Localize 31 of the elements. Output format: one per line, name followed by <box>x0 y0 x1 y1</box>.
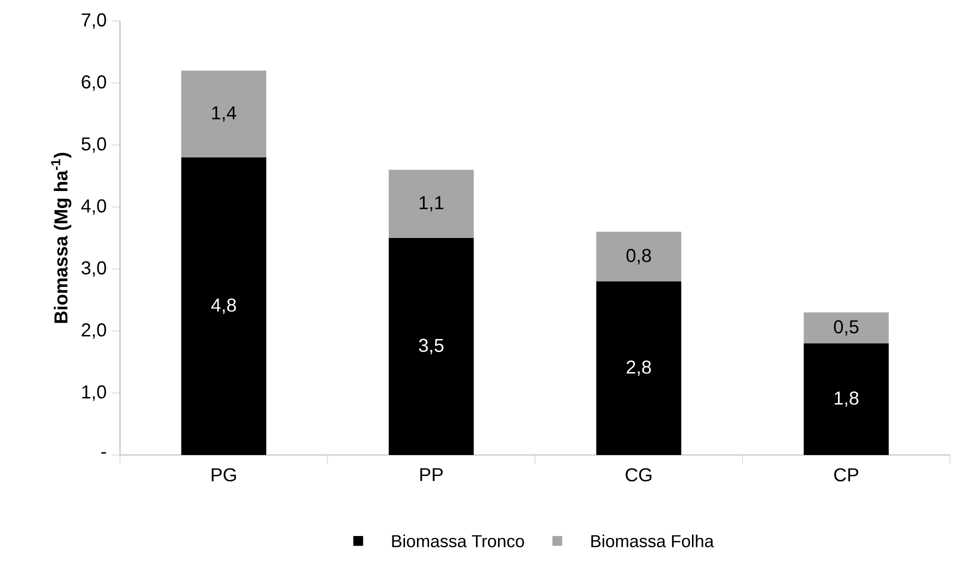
bar <box>181 70 266 158</box>
bar <box>804 312 889 344</box>
y-tick-label: 3,0 <box>82 261 106 277</box>
bar <box>804 343 889 455</box>
y-tick-label: 6,0 <box>82 75 106 91</box>
bar <box>388 238 474 455</box>
bar <box>181 157 266 455</box>
x-tick-label: CG <box>626 468 652 482</box>
data-label: 0,5 <box>834 320 858 336</box>
x-tick-label: PP <box>420 468 443 482</box>
bar <box>596 281 682 455</box>
data-label: 1,1 <box>420 196 444 212</box>
bar <box>596 232 682 282</box>
legend-label: Biomassa Folha <box>591 534 714 548</box>
y-tick-label: 2,0 <box>82 323 106 339</box>
x-tick-label: CP <box>834 468 858 482</box>
y-axis-title: Biomassa (Mg ha$^{-1}$) <box>51 152 72 323</box>
data-label: 3,5 <box>418 338 444 354</box>
x-tick-label: PG <box>212 468 236 482</box>
data-label: 0,8 <box>626 248 651 264</box>
y-tick-label: - <box>101 452 106 454</box>
data-label: 1,8 <box>834 391 858 407</box>
y-tick-label: 4,0 <box>81 199 106 215</box>
data-label: 1,4 <box>212 106 236 122</box>
bar <box>388 170 474 238</box>
data-label: 2,8 <box>626 360 651 376</box>
data-label: 4,8 <box>211 298 236 314</box>
y-tick-label: 5,0 <box>82 137 106 153</box>
y-tick-label: 7,0 <box>82 13 106 29</box>
legend-label: Biomassa Tronco <box>392 534 524 548</box>
y-tick-label: 1,0 <box>82 385 106 401</box>
